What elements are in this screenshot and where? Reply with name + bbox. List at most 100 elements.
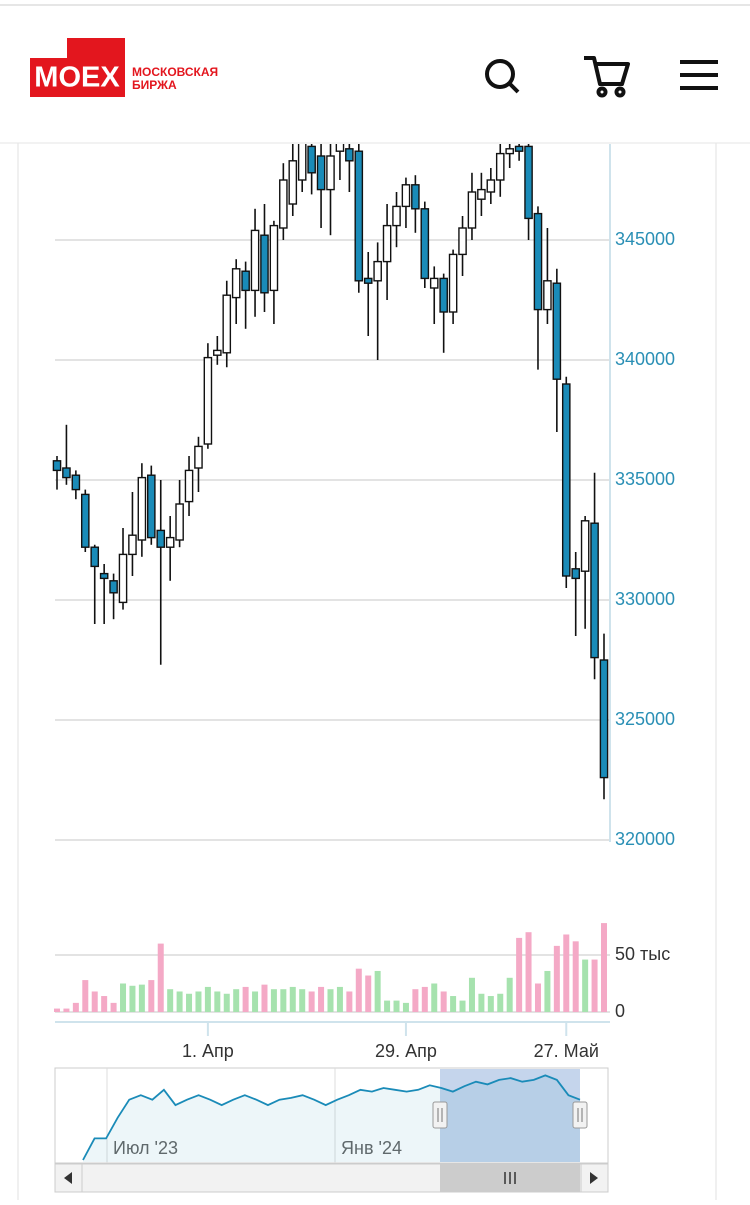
chart-container: [17, 139, 717, 1205]
candle-body: [571, 568, 581, 580]
handle: [572, 1101, 588, 1129]
candle-body: [128, 534, 137, 556]
search-icon[interactable]: [485, 59, 520, 94]
candle-body: [269, 224, 279, 292]
volume-bar: [63, 1008, 70, 1012]
scroll-arrow[interactable]: [64, 1172, 72, 1184]
candle-body: [477, 188, 486, 200]
candle-body: [90, 546, 100, 568]
volume-bar: [110, 1002, 117, 1012]
volume-bar: [591, 959, 598, 1012]
volume-bar: [431, 983, 438, 1012]
volume-bar: [308, 991, 315, 1012]
volume-bar: [516, 937, 523, 1012]
handle: [432, 1101, 448, 1129]
candle-body: [552, 282, 562, 380]
candle-body: [175, 503, 184, 541]
candle-body: [514, 145, 524, 152]
candle-body: [231, 268, 241, 299]
candle-body: [52, 460, 62, 472]
x-tick-label: 29. Апр: [375, 1041, 437, 1061]
volume-bar: [91, 991, 98, 1012]
logo-box: [30, 58, 125, 97]
volume-bar: [261, 984, 268, 1012]
volume-bar: [421, 986, 428, 1012]
candle-body: [279, 179, 288, 229]
volume-bar: [563, 934, 570, 1012]
volume-bar: [299, 989, 306, 1012]
candle-body: [345, 148, 354, 162]
candle-body: [99, 572, 109, 580]
volume-bar: [72, 1002, 79, 1012]
candles: [52, 144, 609, 800]
volume-bar: [412, 989, 419, 1012]
volume-bar: [544, 970, 551, 1012]
candle-body: [326, 155, 335, 191]
volume-bar: [478, 993, 485, 1012]
volume-bar: [289, 986, 296, 1012]
volume-bar: [223, 993, 230, 1012]
cart-icon[interactable]: [584, 56, 630, 98]
volume-bar: [129, 985, 136, 1012]
volume-bar: [327, 989, 334, 1012]
volume-bar: [384, 1000, 391, 1012]
candle-body: [561, 383, 571, 577]
candle-body: [429, 277, 439, 289]
logo[interactable]: MOEX МОСКОВСКАЯ БИРЖА: [30, 38, 218, 97]
volume-bar: [346, 991, 353, 1012]
candle-body: [354, 150, 364, 282]
candle-body: [524, 145, 533, 220]
candle-body: [250, 229, 260, 292]
volume-bar: [195, 991, 202, 1012]
candle-body: [467, 191, 477, 229]
y-tick-label: 320000: [615, 829, 675, 849]
candle-body: [137, 476, 147, 541]
candle-body: [439, 277, 448, 313]
y-tick-label: 330000: [615, 589, 675, 609]
candle-body: [194, 445, 203, 469]
candle-body: [458, 227, 467, 256]
navigator-window: [440, 1069, 580, 1162]
volume-bar: [157, 943, 164, 1012]
volume-bar: [186, 993, 193, 1012]
volume-bar: [176, 991, 183, 1012]
candle-body: [420, 208, 430, 280]
candle-body: [147, 474, 156, 539]
volume-bar: [214, 991, 221, 1012]
logo-line: БИРЖА: [132, 78, 177, 92]
volume-bar: [393, 1000, 400, 1012]
volume-bar: [280, 989, 287, 1012]
scroll-arrow[interactable]: [590, 1172, 598, 1184]
candle-body: [580, 520, 590, 572]
candle-body: [363, 277, 373, 284]
x-tick-label: 27. Май: [534, 1041, 599, 1061]
candle-body: [316, 155, 326, 191]
volume-bar: [167, 989, 174, 1012]
candle-body: [213, 349, 222, 356]
volume-bar: [525, 932, 532, 1012]
navigator-handle[interactable]: [572, 1101, 588, 1129]
volume-bar: [148, 980, 155, 1012]
candle-body: [184, 469, 194, 503]
candle-body: [335, 144, 345, 152]
candle-body: [288, 160, 298, 205]
volume-bar: [582, 959, 589, 1012]
volume-bar: [402, 1002, 409, 1012]
navigator-label: Июл '23: [113, 1138, 178, 1158]
candle-body: [241, 270, 250, 292]
volume-bar: [497, 993, 504, 1012]
candle-body: [411, 184, 420, 210]
menu-icon[interactable]: [680, 60, 718, 90]
navigator-handle[interactable]: [432, 1101, 448, 1129]
candle-body: [590, 522, 599, 659]
candle-body: [401, 184, 411, 208]
candle-body: [307, 145, 316, 174]
candle-body: [260, 234, 269, 294]
navigator-line: [82, 1074, 581, 1161]
candle-body: [71, 474, 81, 491]
volume-bar: [54, 1008, 60, 1012]
candle-body: [599, 659, 609, 779]
y-tick-label: 345000: [615, 229, 675, 249]
candle-body: [448, 253, 458, 313]
